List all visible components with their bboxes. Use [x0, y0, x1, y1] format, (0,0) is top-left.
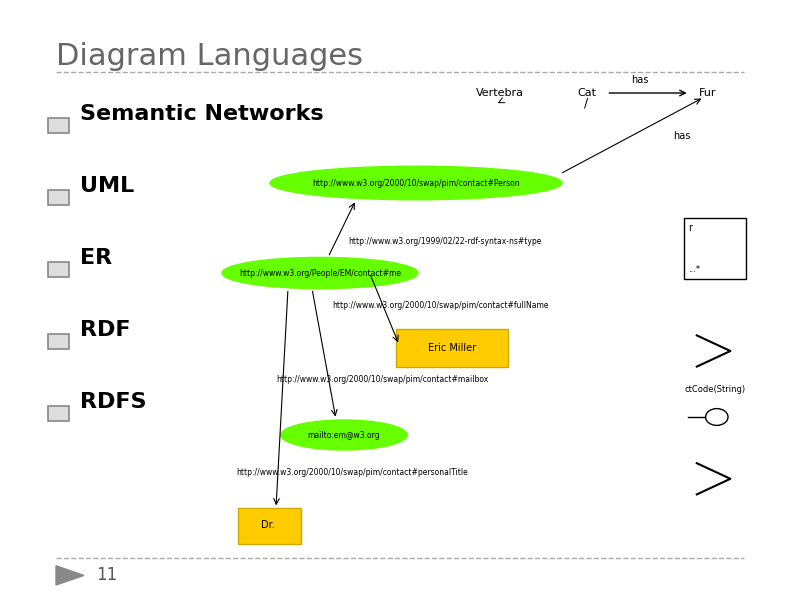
Text: http://www.w3.org/2000/10/swap/pim/contact#personalTitle: http://www.w3.org/2000/10/swap/pim/conta…	[236, 468, 468, 476]
Ellipse shape	[281, 420, 407, 450]
Text: /: /	[584, 97, 589, 110]
Text: ctCode(String): ctCode(String)	[685, 385, 746, 395]
Text: http://www.w3.org/People/EM/contact#me: http://www.w3.org/People/EM/contact#me	[239, 269, 401, 277]
Text: UML: UML	[80, 176, 134, 196]
Text: Diagram Languages: Diagram Languages	[56, 42, 363, 71]
Text: Eric Miller: Eric Miller	[428, 343, 476, 353]
FancyBboxPatch shape	[48, 190, 69, 205]
Text: ...*: ...*	[688, 265, 700, 274]
Text: Semantic Networks: Semantic Networks	[80, 104, 324, 124]
FancyBboxPatch shape	[48, 118, 69, 133]
Text: RDF: RDF	[80, 320, 130, 340]
Text: RDFS: RDFS	[80, 392, 146, 412]
Circle shape	[706, 409, 728, 425]
Text: http://www.w3.org/2000/10/swap/pim/contact#Person: http://www.w3.org/2000/10/swap/pim/conta…	[312, 179, 520, 187]
Text: Cat: Cat	[577, 88, 596, 98]
Text: http://www.w3.org/2000/10/swap/pim/contact#fullName: http://www.w3.org/2000/10/swap/pim/conta…	[332, 301, 549, 311]
Text: http://www.w3.org/2000/10/swap/pim/contact#mailbox: http://www.w3.org/2000/10/swap/pim/conta…	[276, 374, 488, 384]
Text: mailto:em@w3.org: mailto:em@w3.org	[308, 431, 380, 439]
Text: ER: ER	[80, 248, 112, 268]
Ellipse shape	[222, 257, 418, 289]
Text: Vertebra: Vertebra	[476, 88, 524, 98]
Text: Fur: Fur	[699, 88, 717, 98]
Text: http://www.w3.org/1999/02/22-rdf-syntax-ns#type: http://www.w3.org/1999/02/22-rdf-syntax-…	[348, 237, 542, 246]
Ellipse shape	[270, 166, 562, 200]
Text: Dr.: Dr.	[261, 520, 275, 530]
FancyBboxPatch shape	[396, 329, 508, 367]
FancyBboxPatch shape	[48, 406, 69, 421]
Polygon shape	[56, 566, 84, 585]
FancyBboxPatch shape	[238, 508, 301, 544]
Text: has: has	[674, 131, 691, 141]
Text: has: has	[631, 75, 649, 85]
FancyBboxPatch shape	[48, 334, 69, 349]
Text: r: r	[688, 223, 692, 233]
FancyBboxPatch shape	[684, 218, 746, 279]
Text: 11: 11	[96, 566, 118, 584]
FancyBboxPatch shape	[48, 262, 69, 277]
